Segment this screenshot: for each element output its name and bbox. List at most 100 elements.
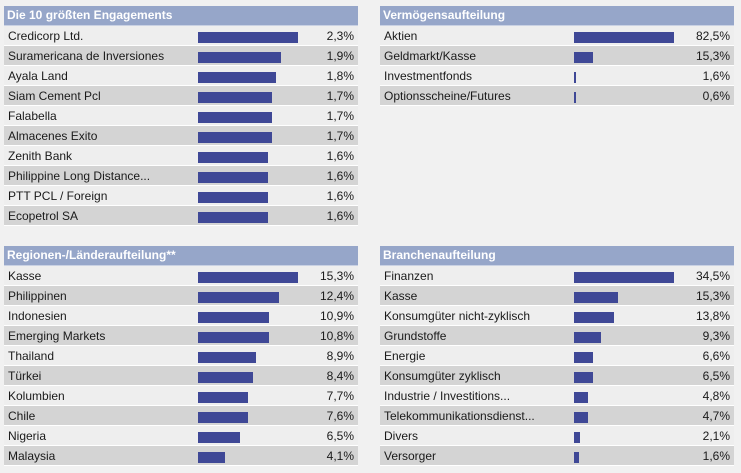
percentage-bar (198, 172, 268, 183)
percentage-bar (574, 32, 674, 43)
row-value: 4,8% (702, 389, 730, 403)
percentage-bar (198, 132, 272, 143)
row-value: 13,8% (695, 309, 730, 323)
sector-allocation-panel: Branchenaufteilung Finanzen 34,5% Kasse 15,… (380, 246, 734, 466)
row-label: Nigeria (8, 429, 47, 443)
percentage-bar (574, 412, 588, 423)
row-label: Optionsscheine/Futures (384, 89, 511, 103)
table-row: Divers 2,1% (380, 426, 734, 446)
row-label: Geldmarkt/Kasse (384, 49, 477, 63)
row-label: Aktien (384, 29, 418, 43)
row-value: 1,6% (326, 169, 354, 183)
percentage-bar (574, 92, 576, 103)
row-label: PTT PCL / Foreign (8, 189, 108, 203)
table-row: Suramericana de Inversiones 1,9% (4, 46, 358, 66)
table-row: Emerging Markets 10,8% (4, 326, 358, 346)
row-label: Grundstoffe (384, 329, 447, 343)
row-label: Suramericana de Inversiones (8, 49, 165, 63)
row-value: 1,6% (326, 149, 354, 163)
row-label: Ayala Land (8, 69, 68, 83)
row-label: Kolumbien (8, 389, 65, 403)
table-row: Industrie / Investitions... 4,8% (380, 386, 734, 406)
row-value: 1,7% (326, 129, 354, 143)
row-value: 1,9% (326, 49, 354, 63)
percentage-bar (574, 392, 588, 403)
percentage-bar (198, 212, 268, 223)
percentage-bar (198, 432, 240, 443)
row-label: Credicorp Ltd. (8, 29, 84, 43)
table-row: Thailand 8,9% (4, 346, 358, 366)
percentage-bar (198, 292, 279, 303)
row-value: 6,5% (702, 369, 730, 383)
table-row: Chile 7,6% (4, 406, 358, 426)
percentage-bar (574, 452, 579, 463)
table-row: Indonesien 10,9% (4, 306, 358, 326)
table-row: Credicorp Ltd. 2,3% (4, 26, 358, 46)
table-row: Optionsscheine/Futures 0,6% (380, 86, 734, 106)
table-row: Malaysia 4,1% (4, 446, 358, 466)
row-label: Philippine Long Distance... (8, 169, 151, 183)
percentage-bar (574, 332, 601, 343)
table-row: Energie 6,6% (380, 346, 734, 366)
row-label: Konsumgüter zyklisch (384, 369, 501, 383)
row-value: 15,3% (319, 269, 354, 283)
table-row: Finanzen 34,5% (380, 266, 734, 286)
holdings-list: Credicorp Ltd. 2,3% Suramericana de Invers… (4, 26, 358, 226)
row-value: 7,6% (326, 409, 354, 423)
row-value: 0,6% (702, 89, 730, 103)
panel-title: Die 10 größten Engagements (4, 6, 358, 26)
row-label: Konsumgüter nicht-zyklisch (384, 309, 531, 323)
top-10-holdings-panel: Die 10 größten Engagements Credicorp Ltd… (4, 6, 358, 226)
table-row: Aktien 82,5% (380, 26, 734, 46)
row-label: Kasse (8, 269, 42, 283)
table-row: Investmentfonds 1,6% (380, 66, 734, 86)
row-value: 1,6% (702, 449, 730, 463)
percentage-bar (198, 112, 272, 123)
row-label: Energie (384, 349, 426, 363)
row-label: Indonesien (8, 309, 67, 323)
table-row: Philippinen 12,4% (4, 286, 358, 306)
row-value: 6,5% (326, 429, 354, 443)
row-value: 82,5% (695, 29, 730, 43)
percentage-bar (198, 52, 281, 63)
row-label: Siam Cement Pcl (8, 89, 101, 103)
row-label: Emerging Markets (8, 329, 106, 343)
region-allocation-panel: Regionen-/Länderaufteilung** Kasse 15,3% P… (4, 246, 358, 466)
row-value: 2,1% (702, 429, 730, 443)
row-label: Telekommunikationsdienst... (384, 409, 535, 423)
table-row: Grundstoffe 9,3% (380, 326, 734, 346)
row-value: 4,7% (702, 409, 730, 423)
percentage-bar (198, 372, 253, 383)
row-label: Divers (384, 429, 419, 443)
row-label: Philippinen (8, 289, 67, 303)
percentage-bar (198, 452, 225, 463)
table-row: Konsumgüter zyklisch 6,5% (380, 366, 734, 386)
percentage-bar (198, 272, 298, 283)
percentage-bar (198, 192, 268, 203)
row-value: 6,6% (702, 349, 730, 363)
row-label: Malaysia (8, 449, 56, 463)
percentage-bar (198, 72, 276, 83)
table-row: Falabella 1,7% (4, 106, 358, 126)
percentage-bar (198, 352, 256, 363)
table-row: Zenith Bank 1,6% (4, 146, 358, 166)
row-label: Türkei (8, 369, 42, 383)
percentage-bar (574, 72, 576, 83)
percentage-bar (198, 152, 268, 163)
percentage-bar (574, 352, 593, 363)
table-row: Almacenes Exito 1,7% (4, 126, 358, 146)
row-label: Finanzen (384, 269, 434, 283)
row-value: 15,3% (695, 49, 730, 63)
table-row: Ecopetrol SA 1,6% (4, 206, 358, 226)
percentage-bar (198, 392, 248, 403)
row-label: Versorger (384, 449, 437, 463)
panel-title: Regionen-/Länderaufteilung** (4, 246, 358, 266)
row-value: 4,1% (326, 449, 354, 463)
row-value: 1,6% (326, 189, 354, 203)
table-row: Türkei 8,4% (4, 366, 358, 386)
table-row: Ayala Land 1,8% (4, 66, 358, 86)
percentage-bar (574, 432, 580, 443)
row-value: 8,9% (326, 349, 354, 363)
percentage-bar (198, 32, 298, 43)
row-value: 1,6% (702, 69, 730, 83)
